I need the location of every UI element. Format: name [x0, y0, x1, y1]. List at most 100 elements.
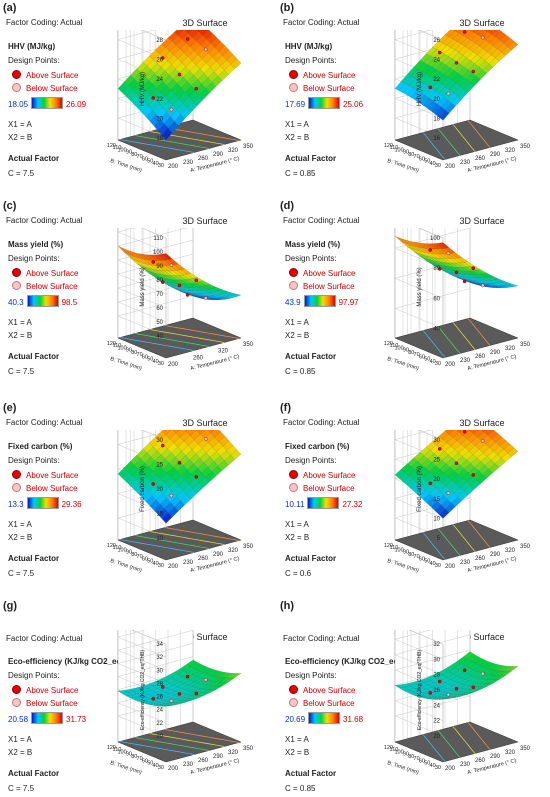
color-scale: 13.3 29.36: [8, 497, 82, 509]
x-tick-label: 200: [168, 564, 179, 570]
chart-panel: (h) Factor Coding: Actual 3D Surface Eco-ef…: [277, 600, 548, 794]
below-marker-icon: [12, 483, 21, 492]
floor-contour: [467, 318, 491, 346]
x1-mapping: X1 = A: [8, 735, 32, 744]
x-tick-label: 350: [243, 544, 254, 550]
y-tick-label: 50: [147, 761, 153, 767]
surface-patch: [214, 41, 226, 52]
x2-mapping: X2 = B: [8, 748, 33, 757]
surface-patch: [487, 30, 498, 35]
surface-plot: 20 22 24 26 28 30 32 Eco-efficiency (KJ/kg CO2_…: [384, 630, 531, 776]
legend-above: Above Surface: [289, 268, 355, 278]
floor-contour: [164, 729, 240, 743]
y-tick-label: 90: [403, 550, 409, 556]
surface-patch: [206, 669, 218, 676]
design-point: [454, 461, 459, 465]
color-gradient: [308, 97, 341, 109]
design-point: [169, 699, 174, 703]
surface-patch: [188, 30, 199, 38]
z-tick-label: 100: [430, 236, 441, 242]
contour-floor: [117, 519, 242, 561]
y-axis-label: B: Time (min): [386, 158, 419, 174]
y-tick-label: 40: [430, 359, 436, 365]
y-tick-label: 40: [153, 359, 159, 365]
z-tick-label: 18: [433, 116, 440, 122]
floor-contour: [452, 726, 476, 754]
surface-patch: [463, 651, 475, 660]
z-tick-label: 26: [156, 58, 163, 64]
x-tick-label: 290: [490, 152, 501, 158]
surface-patch: [453, 30, 457, 32]
design-point: [203, 437, 208, 441]
y-tick-label: 70: [137, 154, 143, 160]
surface-plot: 5 10 15 20 25 30 Fixed carbon (%) 200 230 260 290 3…: [384, 430, 531, 574]
surface-patch: [481, 430, 487, 433]
z-axis-label: Eco-efficiency (KJ/kg CO2_eq*THB): [417, 650, 423, 731]
x-tick-label: 350: [520, 144, 531, 150]
actual-factor-value: C = 0.85: [285, 169, 316, 178]
color-gradient: [308, 712, 341, 724]
plot-title: 3D Surface: [182, 216, 228, 226]
surface-patch: [214, 671, 226, 677]
panel-label: (b): [280, 2, 295, 14]
design-point: [446, 251, 451, 256]
design-points-label: Design Points:: [285, 254, 337, 263]
design-point: [454, 61, 459, 65]
y-tick-label: 90: [403, 150, 409, 156]
y-tick-label: 80: [408, 552, 414, 558]
color-gradient: [31, 97, 64, 109]
x-tick-label: 200: [168, 164, 179, 170]
plot-title: 3D Surface: [182, 632, 228, 642]
design-point: [437, 267, 442, 271]
above-marker-icon: [289, 470, 298, 479]
y-tick-label: 110: [390, 343, 399, 349]
y-tick-label: 60: [419, 354, 425, 360]
x-tick-label: 230: [183, 762, 194, 768]
surface-patch: [206, 33, 218, 44]
design-point: [185, 37, 190, 41]
legend-above: Above Surface: [289, 685, 355, 695]
surface-patch: [491, 433, 503, 443]
response-surface: [117, 245, 242, 301]
surface-patch: [186, 430, 197, 436]
scale-min: 43.9: [285, 298, 301, 307]
surface-patch: [507, 665, 519, 672]
above-marker-icon: [12, 70, 21, 79]
surface-patch: [210, 430, 222, 438]
chart-panel: (e) Factor Coding: Actual 3D Surface Fixed …: [0, 400, 271, 594]
actual-factor-value: C = 7.5: [8, 569, 35, 578]
response-surface: [117, 659, 242, 707]
z-tick-label: 10: [433, 516, 440, 522]
x-tick-label: 350: [243, 144, 254, 150]
design-point: [177, 692, 182, 696]
z-tick-label: 110: [153, 236, 163, 242]
y-tick-label: 110: [113, 343, 122, 349]
y-tick-label: 100: [117, 547, 126, 553]
legend-above: Above Surface: [289, 470, 355, 480]
y-tick-label: 50: [424, 761, 430, 767]
y-tick-label: 100: [117, 345, 126, 351]
below-marker-icon: [12, 698, 21, 707]
y-tick-label: 80: [408, 754, 414, 760]
x-tick-label: 350: [520, 746, 531, 752]
floor-contour: [467, 722, 491, 750]
z-tick-label: 30: [156, 438, 163, 444]
design-point: [185, 674, 190, 679]
y-tick-label: 60: [142, 556, 148, 562]
legend-below: Below Surface: [12, 483, 78, 493]
above-marker-icon: [289, 70, 298, 79]
y-tick-label: 70: [137, 554, 143, 560]
y-axis-label: B: Time (min): [109, 158, 142, 174]
z-tick-label: 20: [156, 734, 163, 740]
response-name: Eco-efficiency (KJ/kg CO2_eq*THB): [285, 657, 421, 666]
z-tick-label: 10: [156, 536, 163, 542]
color-scale: 17.69 25.06: [285, 97, 363, 109]
y-tick-label: 110: [113, 747, 122, 753]
y-tick-label: 80: [131, 350, 137, 356]
floor-contour: [422, 532, 446, 560]
design-point: [454, 270, 459, 275]
z-axis-label: Eco-efficiency (KJ/kg CO2_eq*THB): [140, 650, 146, 731]
floor-contour: [452, 524, 476, 552]
scale-max: 27.32: [342, 500, 363, 509]
design-point: [428, 248, 433, 252]
